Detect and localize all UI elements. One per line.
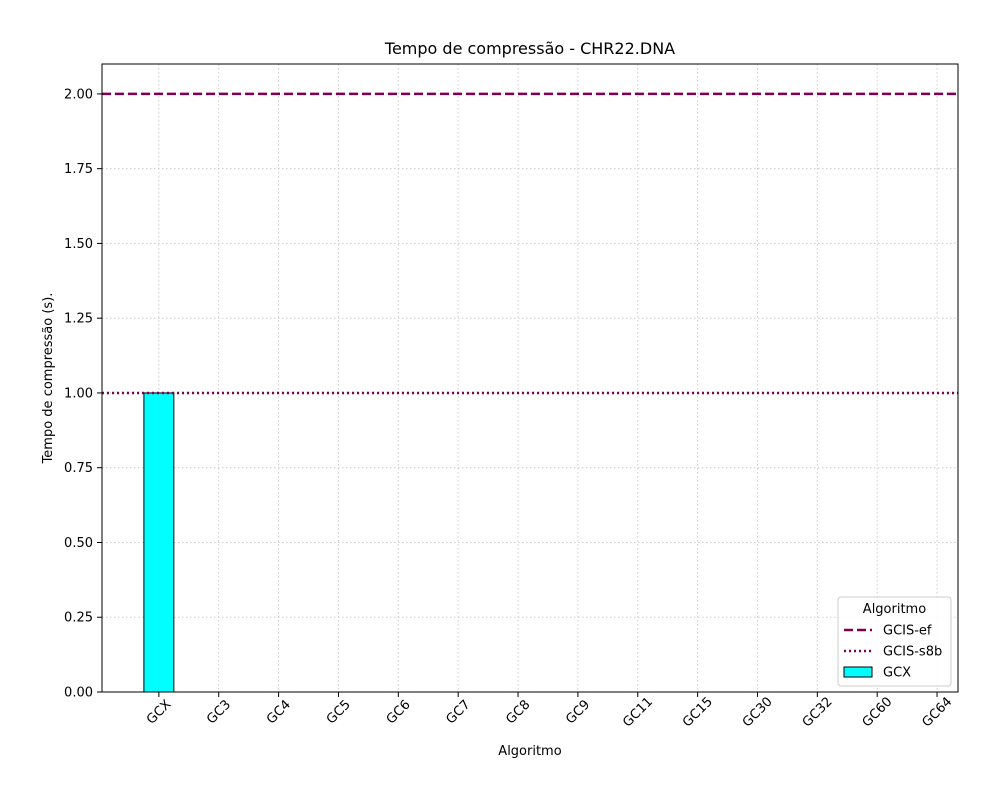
- legend: Algoritmo GCIS-ef GCIS-s8b GCX: [837, 596, 952, 687]
- x-axis-label: Algoritmo: [498, 744, 561, 759]
- y-tick-label: 0.50: [64, 536, 93, 551]
- legend-bar-swatch: [843, 666, 873, 678]
- legend-entry: GCX: [883, 666, 911, 681]
- bar: [143, 392, 175, 693]
- y-tick-label: 1.00: [64, 386, 93, 401]
- y-tick-label: 1.50: [64, 237, 93, 252]
- y-axis-label: Tempo de compressão (s).: [41, 293, 56, 465]
- legend-entry: GCIS-ef: [883, 624, 932, 639]
- y-tick-label: 0.00: [64, 686, 93, 701]
- y-tick-label: 0.25: [64, 611, 93, 626]
- legend-entry: GCIS-s8b: [883, 645, 942, 660]
- legend-title: Algoritmo: [863, 602, 926, 617]
- plot-frame: [101, 63, 959, 693]
- y-tick-label: 1.75: [64, 162, 93, 177]
- y-tick-label: 1.25: [64, 312, 93, 327]
- grid: [102, 64, 958, 693]
- y-tick-label: 2.00: [64, 87, 93, 102]
- chart-title: Tempo de compressão - CHR22.DNA: [384, 39, 675, 58]
- y-axis: 0.00 0.25 0.50 0.75 1.00 1.25 1.50 1.75 2.00: [64, 87, 102, 701]
- y-tick-label: 0.75: [64, 461, 93, 476]
- legend-box: [837, 596, 952, 687]
